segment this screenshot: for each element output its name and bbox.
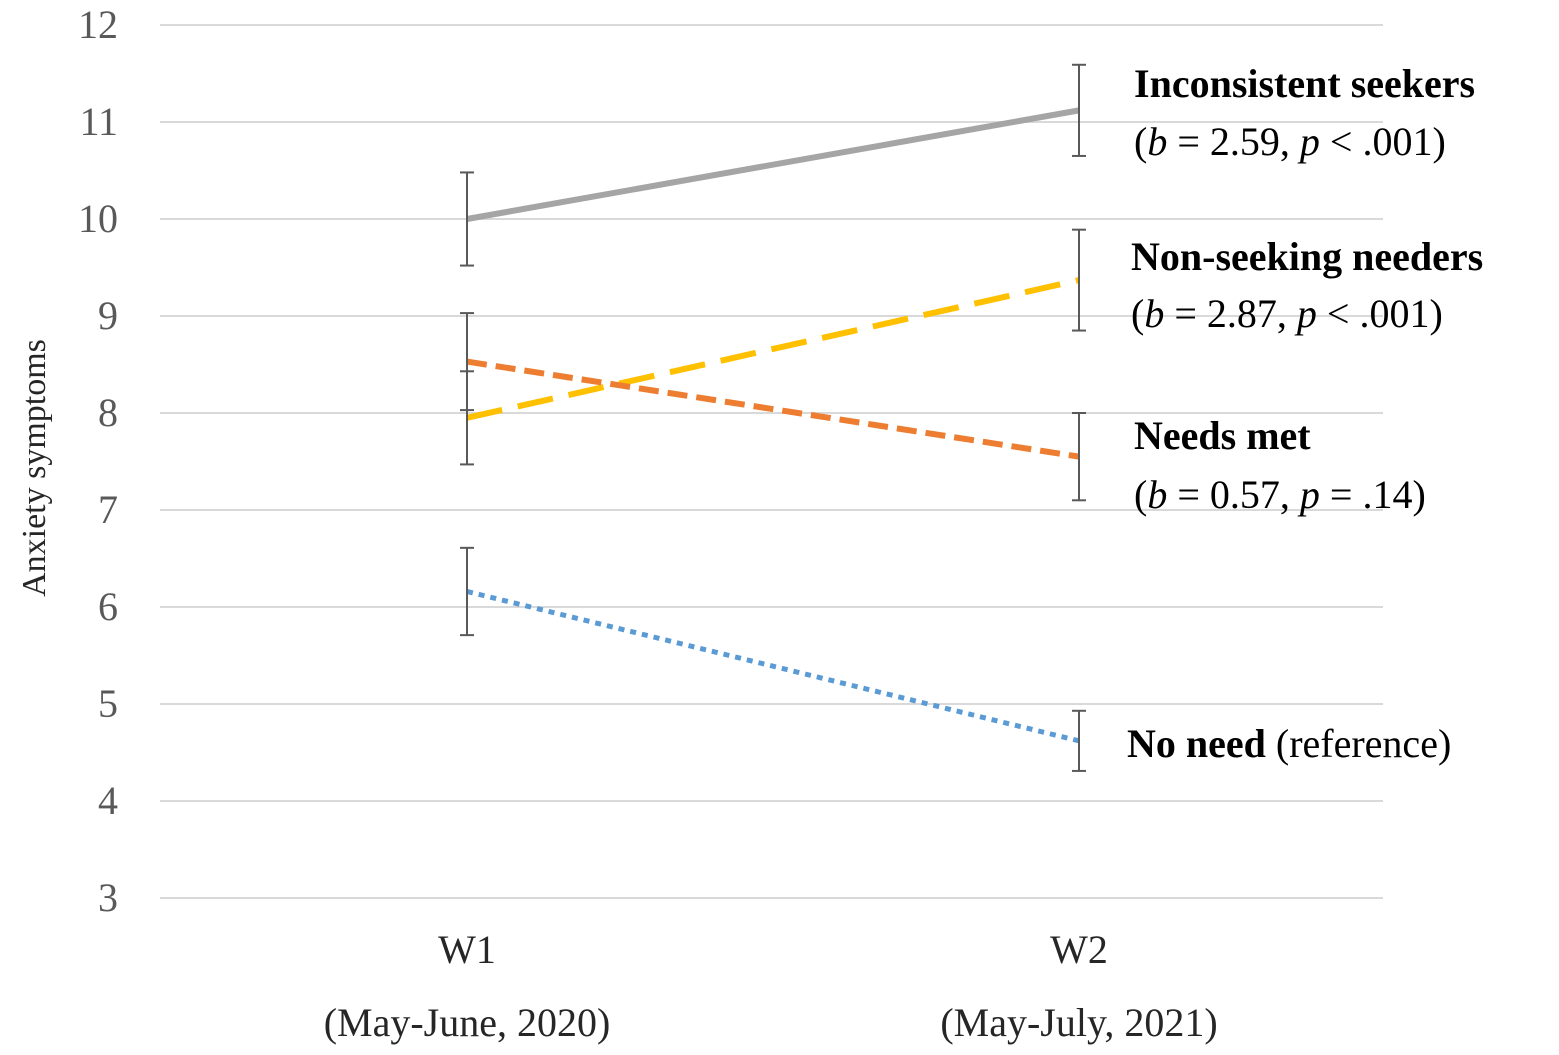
annotation-suffix: (reference) <box>1266 721 1451 766</box>
series-line-non-seeking-needers <box>466 277 1080 421</box>
stat-b-label: b <box>1144 291 1164 336</box>
y-tick-label: 12 <box>78 2 118 47</box>
series-group <box>466 107 1080 744</box>
y-tick-label: 10 <box>78 196 118 241</box>
stat-b-label: b <box>1147 472 1167 517</box>
x-tick-sublabel: (May-July, 2021) <box>940 1000 1217 1045</box>
annotation-title: No need (reference) <box>1127 721 1451 766</box>
y-axis-ticks: 3 4 5 6 7 8 9 10 11 12 <box>78 2 118 920</box>
error-bars <box>460 63 1086 772</box>
annotation-no-need: No need (reference) <box>1127 721 1451 766</box>
annotation-title: Inconsistent seekers <box>1134 61 1475 106</box>
y-tick-label: 7 <box>98 487 118 532</box>
annotation-inconsistent-seekers: Inconsistent seekers (b = 2.59, p < .001) <box>1134 61 1475 164</box>
y-tick-label: 8 <box>98 390 118 435</box>
annotation-non-seeking-needers: Non-seeking needers (b = 2.87, p < .001) <box>1131 234 1483 336</box>
stat-b-value: = 0.57, <box>1167 472 1300 517</box>
annotation-title: Non-seeking needers <box>1131 234 1483 279</box>
y-tick-label: 4 <box>98 778 118 823</box>
stat-p-value: < .001) <box>1320 119 1446 164</box>
error-bar-non-seeking-needers <box>1072 228 1086 332</box>
error-bar-needs-met <box>1072 412 1086 502</box>
stat-p-label: p <box>1297 472 1320 517</box>
error-bar-inconsistent-seekers <box>1072 63 1086 157</box>
stat-p-value: < .001) <box>1317 291 1443 336</box>
stat-p-value: = .14) <box>1320 472 1426 517</box>
series-line-needs-met <box>466 358 1080 460</box>
y-tick-label: 9 <box>98 293 118 338</box>
y-tick-label: 6 <box>98 584 118 629</box>
series-line-inconsistent-seekers <box>466 107 1080 222</box>
y-tick-label: 5 <box>98 681 118 726</box>
stat-b-label: b <box>1147 119 1167 164</box>
annotation-stats: (b = 0.57, p = .14) <box>1134 472 1426 517</box>
y-axis-label: Anxiety symptoms <box>16 339 53 597</box>
annotation-stats: (b = 2.87, p < .001) <box>1131 291 1443 336</box>
series-annotations: Inconsistent seekers (b = 2.59, p < .001)… <box>1127 61 1483 766</box>
grid-lines <box>160 24 1383 899</box>
error-bar-needs-met <box>460 312 474 412</box>
series-line-no-need <box>466 589 1080 744</box>
stat-p-label: p <box>1297 119 1320 164</box>
x-tick-label: W1 <box>438 927 496 972</box>
error-bar-no-need <box>1072 709 1086 772</box>
y-tick-label: 3 <box>98 875 118 920</box>
annotation-name: No need <box>1127 721 1266 766</box>
annotation-title: Needs met <box>1134 413 1311 458</box>
annotation-name: Non-seeking needers <box>1131 234 1483 279</box>
error-bar-inconsistent-seekers <box>460 171 474 267</box>
annotation-name: Needs met <box>1134 413 1311 458</box>
annotation-stats: (b = 2.59, p < .001) <box>1134 119 1446 164</box>
y-tick-label: 11 <box>79 99 118 144</box>
stat-p-label: p <box>1294 291 1317 336</box>
x-tick-label: W2 <box>1050 927 1108 972</box>
annotation-needs-met: Needs met (b = 0.57, p = .14) <box>1134 413 1426 517</box>
x-tick-sublabel: (May-June, 2020) <box>324 1000 611 1045</box>
annotation-name: Inconsistent seekers <box>1134 61 1475 106</box>
stat-b-value: = 2.59, <box>1167 119 1300 164</box>
error-bar-no-need <box>460 546 474 637</box>
stat-b-value: = 2.87, <box>1164 291 1297 336</box>
x-axis-ticks: W1 (May-June, 2020) W2 (May-July, 2021) <box>324 927 1218 1045</box>
